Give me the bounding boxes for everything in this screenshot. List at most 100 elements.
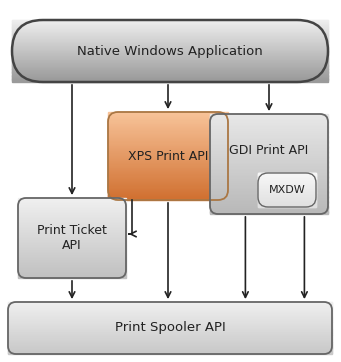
Bar — [258, 190, 316, 191]
Bar — [8, 340, 332, 341]
Bar — [258, 185, 316, 186]
Bar — [18, 261, 126, 262]
Bar — [258, 202, 316, 203]
Bar — [18, 210, 126, 211]
Bar — [8, 346, 332, 347]
Bar — [8, 336, 332, 337]
Bar — [108, 135, 228, 136]
Bar — [12, 37, 328, 39]
Bar — [12, 20, 328, 21]
Bar — [108, 160, 228, 161]
Bar — [108, 130, 228, 132]
Bar — [12, 22, 328, 23]
Bar — [12, 61, 328, 63]
Bar — [210, 162, 328, 164]
Bar — [258, 180, 316, 181]
Bar — [8, 351, 332, 352]
Bar — [18, 224, 126, 226]
Bar — [210, 136, 328, 138]
Bar — [210, 145, 328, 147]
Bar — [8, 311, 332, 312]
Text: Print Ticket
API: Print Ticket API — [37, 224, 107, 252]
Bar — [8, 324, 332, 325]
Bar — [18, 227, 126, 229]
Bar — [108, 196, 228, 198]
Bar — [18, 243, 126, 244]
Bar — [108, 164, 228, 166]
Bar — [258, 184, 316, 185]
Bar — [210, 189, 328, 190]
Bar — [108, 192, 228, 193]
Bar — [210, 116, 328, 118]
Bar — [8, 314, 332, 315]
Bar — [108, 158, 228, 159]
Bar — [12, 29, 328, 30]
Text: Native Windows Application: Native Windows Application — [77, 45, 263, 58]
Bar — [258, 178, 316, 180]
Bar — [18, 268, 126, 269]
Bar — [108, 148, 228, 150]
Bar — [108, 190, 228, 191]
Bar — [8, 342, 332, 344]
Bar — [210, 153, 328, 155]
Bar — [108, 178, 228, 180]
Bar — [18, 206, 126, 207]
Bar — [210, 171, 328, 173]
Bar — [18, 257, 126, 258]
Bar — [108, 136, 228, 137]
Bar — [258, 202, 316, 203]
Bar — [108, 143, 228, 145]
Bar — [12, 25, 328, 26]
Bar — [12, 37, 328, 38]
Bar — [18, 256, 126, 257]
Bar — [12, 81, 328, 82]
Bar — [258, 195, 316, 196]
Bar — [210, 123, 328, 125]
Bar — [8, 334, 332, 335]
Bar — [108, 146, 228, 147]
Bar — [12, 75, 328, 76]
Bar — [18, 214, 126, 215]
Bar — [210, 125, 328, 126]
Bar — [210, 146, 328, 148]
Bar — [108, 150, 228, 152]
Bar — [18, 211, 126, 213]
Bar — [12, 56, 328, 57]
Bar — [210, 129, 328, 130]
Bar — [12, 67, 328, 68]
Bar — [18, 258, 126, 260]
Bar — [108, 172, 228, 174]
Bar — [18, 240, 126, 242]
Bar — [210, 192, 328, 194]
Bar — [12, 48, 328, 50]
Bar — [12, 54, 328, 56]
Bar — [108, 119, 228, 121]
Bar — [8, 341, 332, 342]
Bar — [18, 247, 126, 248]
Bar — [18, 253, 126, 254]
Bar — [12, 52, 328, 53]
Bar — [12, 58, 328, 59]
Bar — [8, 309, 332, 310]
Bar — [18, 270, 126, 272]
Bar — [18, 198, 126, 200]
Bar — [18, 236, 126, 238]
Bar — [12, 33, 328, 34]
Bar — [18, 269, 126, 270]
Bar — [108, 125, 228, 126]
Bar — [18, 215, 126, 216]
Bar — [18, 210, 126, 212]
Bar — [258, 187, 316, 188]
Bar — [210, 167, 328, 169]
Bar — [210, 165, 328, 167]
Bar — [108, 151, 228, 153]
Bar — [258, 201, 316, 202]
Bar — [8, 350, 332, 352]
Bar — [258, 185, 316, 186]
Bar — [18, 254, 126, 256]
Bar — [8, 344, 332, 345]
Bar — [8, 302, 332, 303]
Bar — [18, 202, 126, 204]
Text: GDI Print API: GDI Print API — [229, 143, 309, 156]
Bar — [18, 244, 126, 245]
